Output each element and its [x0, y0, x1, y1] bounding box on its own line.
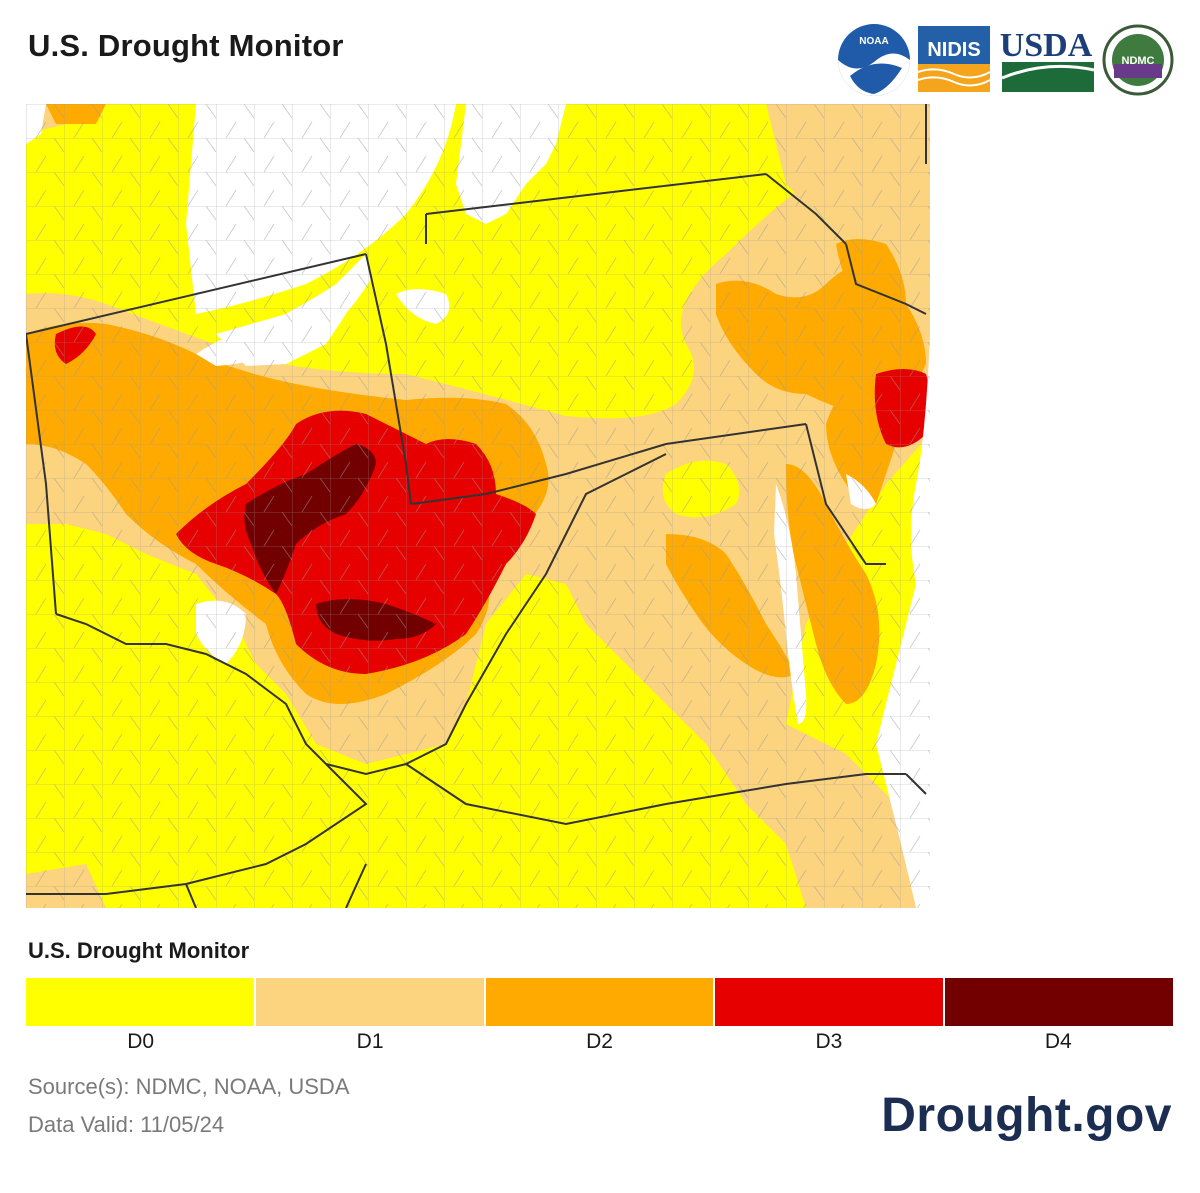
- county-lines: [26, 104, 930, 908]
- legend-swatch-d3: [715, 978, 946, 1026]
- partner-logos: NOAA NIDIS USDA NDMC: [836, 20, 1176, 100]
- drought-map[interactable]: [26, 104, 930, 908]
- ndmc-logo-text: NDMC: [1122, 55, 1155, 67]
- legend-label-d0: D0: [127, 1030, 155, 1053]
- usda-logo[interactable]: USDA: [1000, 27, 1095, 92]
- legend-swatch-d0: [26, 978, 256, 1026]
- nidis-logo[interactable]: NIDIS: [917, 26, 991, 92]
- noaa-logo-text: NOAA: [859, 36, 888, 47]
- usda-logo-text: USDA: [1000, 27, 1093, 64]
- legend-label-d4: D4: [1044, 1030, 1072, 1053]
- data-valid-text: Data Valid: 11/05/24: [28, 1112, 225, 1137]
- legend-label-d3: D3: [815, 1030, 843, 1053]
- nidis-logo-text: NIDIS: [927, 39, 980, 61]
- legend-labels: D0 D1 D2 D3 D4: [26, 1030, 1173, 1054]
- site-link[interactable]: Drought.gov: [881, 1089, 1172, 1142]
- legend-label-d2: D2: [586, 1030, 613, 1053]
- ndmc-logo[interactable]: NDMC: [1102, 24, 1174, 96]
- page-title: U.S. Drought Monitor: [28, 28, 344, 63]
- legend-swatch-d4: [945, 978, 1173, 1026]
- legend-swatch-d1: [255, 978, 486, 1026]
- state-borders: [26, 104, 927, 908]
- legend-title: U.S. Drought Monitor: [28, 938, 250, 963]
- legend-swatch-d2: [485, 978, 716, 1026]
- legend-label-d1: D1: [356, 1030, 384, 1053]
- noaa-logo[interactable]: NOAA: [838, 24, 910, 96]
- source-text: Source(s): NDMC, NOAA, USDA: [28, 1074, 350, 1099]
- legend-bar: [26, 978, 1173, 1026]
